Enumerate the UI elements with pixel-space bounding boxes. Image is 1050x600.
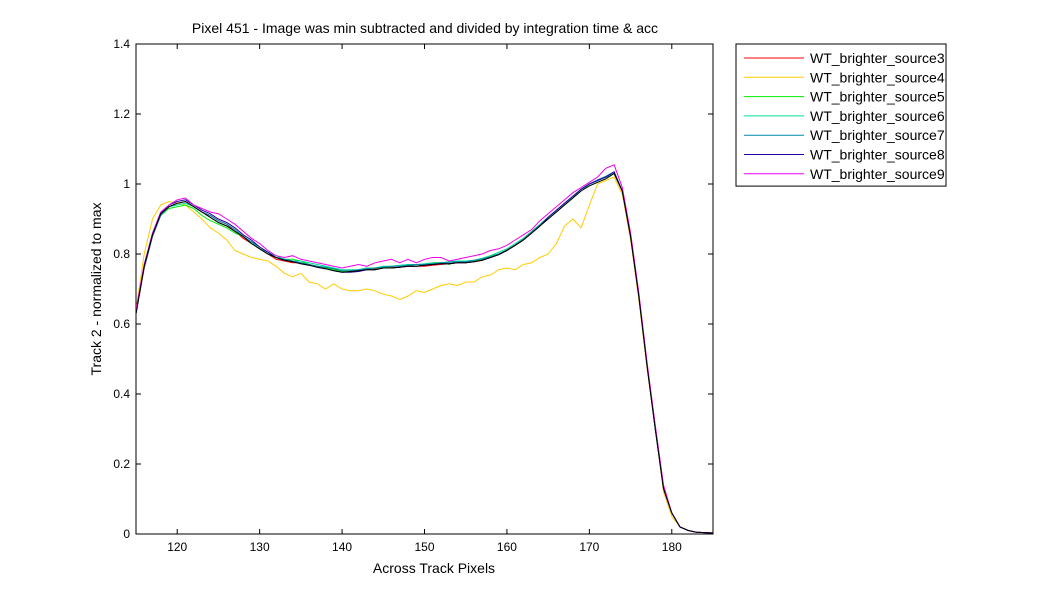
chart-title: Pixel 451 - Image was min subtracted and… <box>192 20 658 36</box>
x-tick-label: 130 <box>250 540 270 554</box>
x-axis-label: Across Track Pixels <box>373 560 495 576</box>
x-tick-label: 150 <box>414 540 434 554</box>
legend-label: WT_brighter_source3 <box>810 50 945 66</box>
y-axis-label: Track 2 - normalized to max <box>88 203 104 376</box>
series-line-series-7 <box>136 172 713 534</box>
legend-box <box>735 43 947 187</box>
x-tick-label: 180 <box>662 540 682 554</box>
y-tick-label: 0.2 <box>113 457 130 471</box>
plot-area <box>135 43 714 535</box>
y-tick-label: 0.4 <box>113 387 130 401</box>
x-tick-label: 140 <box>332 540 352 554</box>
legend-label: WT_brighter_source8 <box>810 147 945 163</box>
legend: WT_brighter_source3 WT_brighter_source4 WT… <box>735 43 947 187</box>
x-tick-label: 170 <box>579 540 599 554</box>
y-tick-label: 0.6 <box>113 317 130 331</box>
y-tick-label: 1.2 <box>113 107 130 121</box>
series-line-WT_brighter_source4 <box>136 176 713 534</box>
legend-label: WT_brighter_source4 <box>810 69 945 85</box>
legend-label: WT_brighter_source6 <box>810 108 945 124</box>
legend-label: WT_brighter_source5 <box>810 89 945 105</box>
legend-label: WT_brighter_source7 <box>810 127 945 143</box>
y-tick-label: 0 <box>123 527 130 541</box>
x-axis: 120 130 140 150 160 170 180 <box>167 44 682 554</box>
y-axis: 0 0.2 0.4 0.6 0.8 1 1.2 1.4 <box>113 37 713 541</box>
y-tick-label: 1 <box>123 177 130 191</box>
x-tick-label: 120 <box>167 540 187 554</box>
plot-frame <box>135 43 714 535</box>
y-tick-label: 1.4 <box>113 37 130 51</box>
y-tick-label: 0.8 <box>113 247 130 261</box>
legend-label: WT_brighter_source9 <box>810 166 945 182</box>
series-line-WT_brighter_source9 <box>136 164 713 534</box>
x-tick-label: 160 <box>497 540 517 554</box>
series-lines <box>136 164 713 534</box>
